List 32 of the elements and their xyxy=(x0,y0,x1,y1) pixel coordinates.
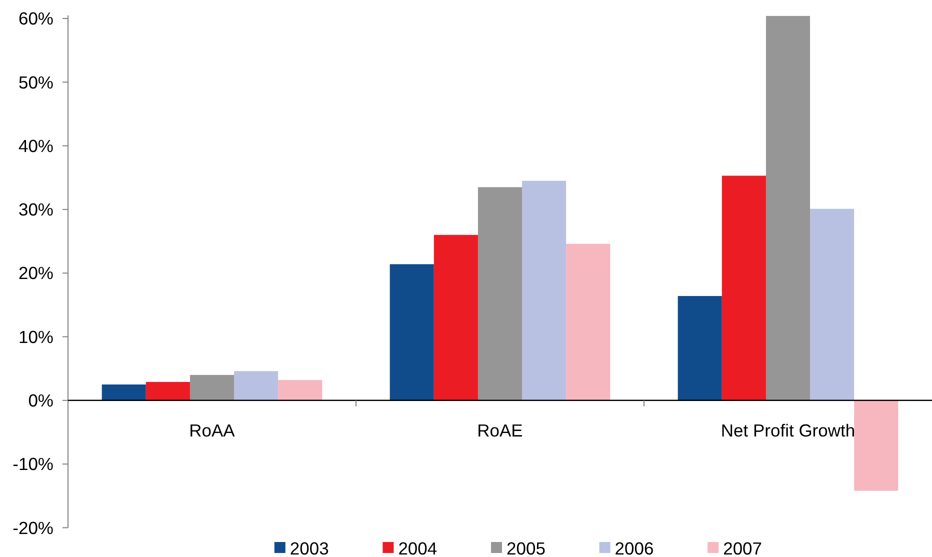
bar xyxy=(234,371,278,400)
bar xyxy=(522,180,566,400)
y-tick-label: -10% xyxy=(12,454,54,474)
bar xyxy=(566,244,610,400)
legend-label: 2003 xyxy=(290,538,329,557)
bar xyxy=(102,384,146,400)
x-tick-label: Net Profit Growth xyxy=(720,420,856,440)
bar xyxy=(810,208,854,400)
y-tick-label: 0% xyxy=(28,390,54,411)
y-tick-label: 30% xyxy=(18,200,54,220)
legend-label: 2007 xyxy=(723,538,762,557)
bar xyxy=(190,374,234,400)
legend-label: 2005 xyxy=(506,538,546,557)
y-tick-label: 60% xyxy=(18,8,54,29)
bar xyxy=(146,382,190,400)
bar xyxy=(278,380,322,400)
y-tick-label: 50% xyxy=(18,72,54,92)
y-tick-label: 10% xyxy=(18,326,54,347)
bar xyxy=(854,400,898,491)
bar xyxy=(478,187,522,400)
x-tick-label: RoAE xyxy=(477,420,523,440)
y-tick-label: -20% xyxy=(12,518,54,538)
legend-label: 2004 xyxy=(398,538,438,557)
x-tick-label: RoAA xyxy=(189,420,236,440)
bar xyxy=(434,234,478,400)
legend-label: 2006 xyxy=(614,538,654,557)
bar xyxy=(722,176,766,400)
bar xyxy=(390,264,434,400)
y-tick-label: 20% xyxy=(18,263,54,284)
bar xyxy=(766,16,810,400)
bar xyxy=(678,296,722,400)
y-tick-label: 40% xyxy=(18,136,54,156)
